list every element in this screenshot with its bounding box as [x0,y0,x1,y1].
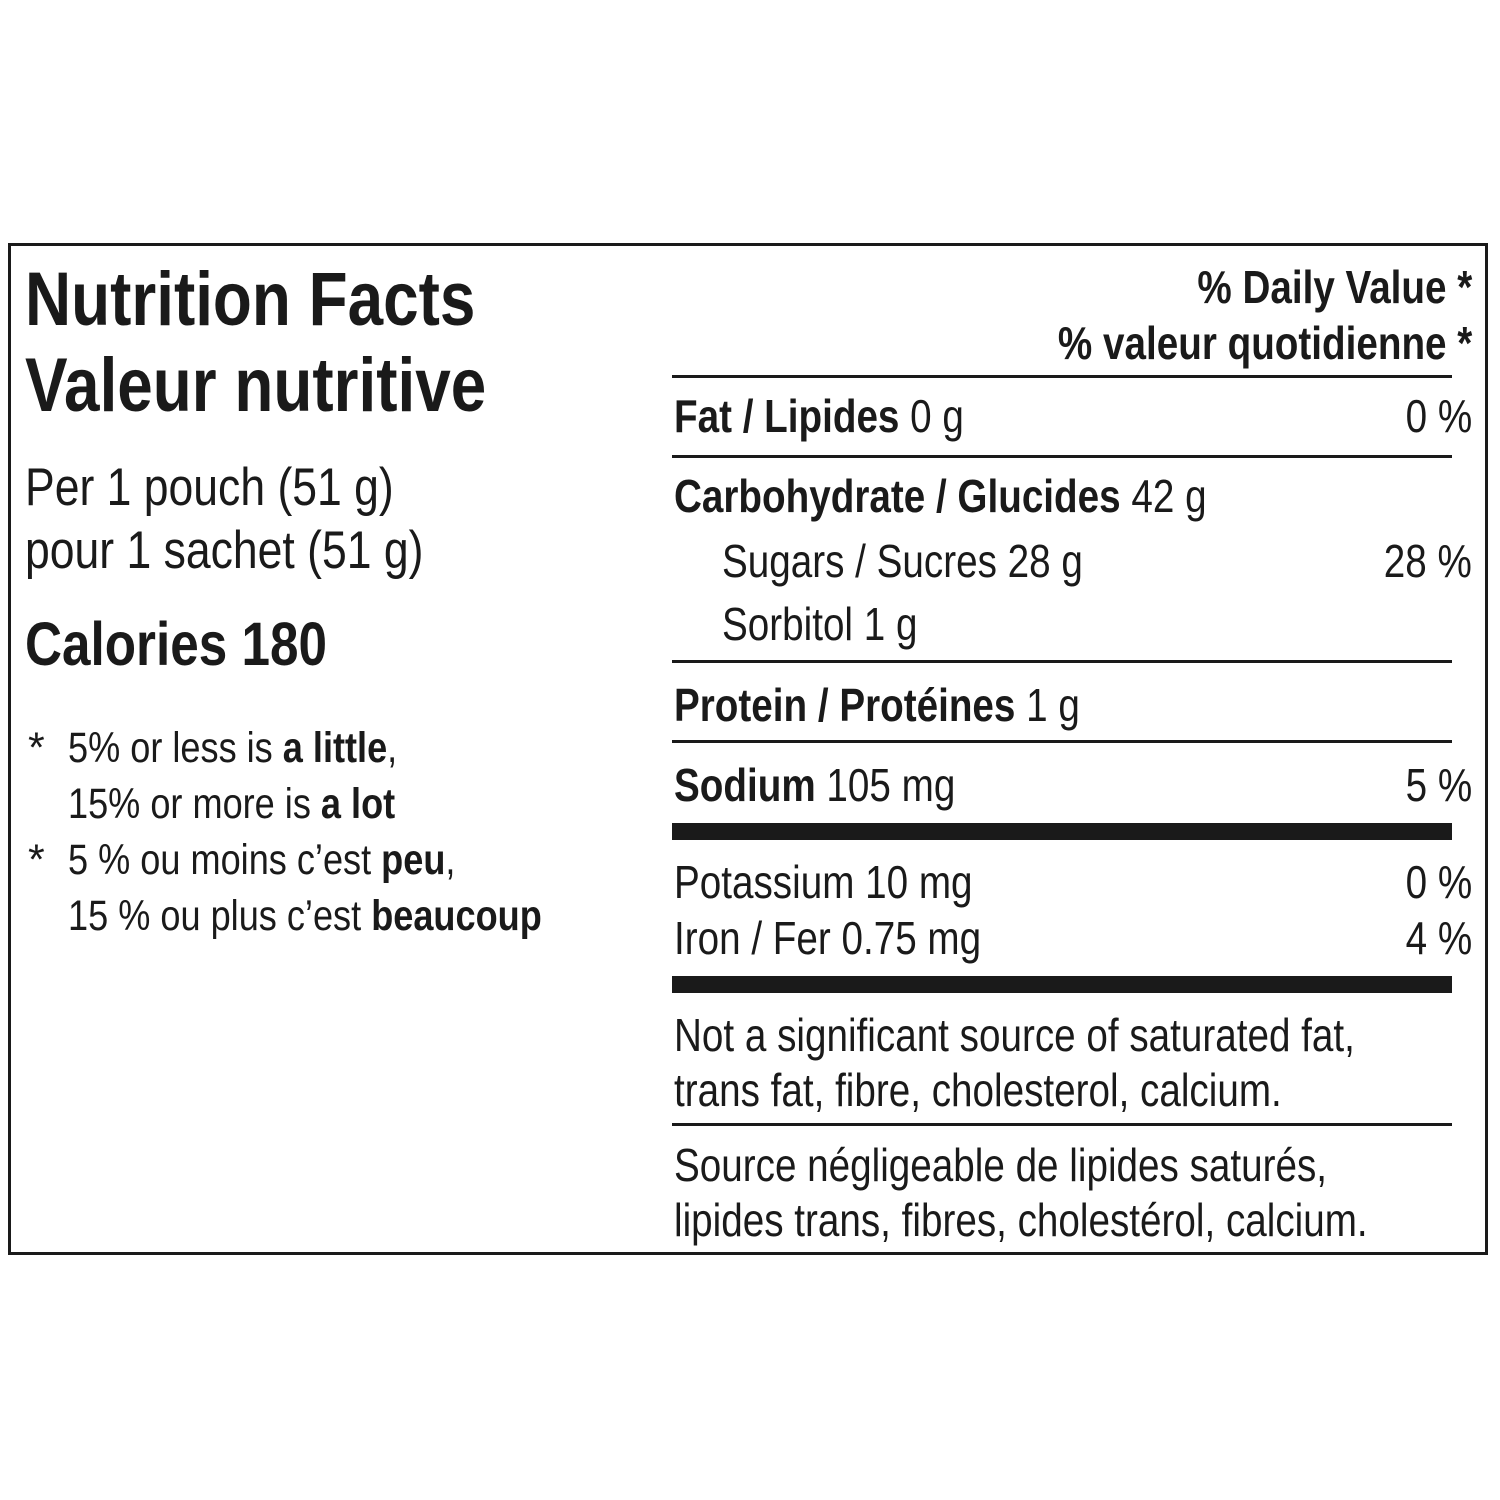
footnote-star-fr: * [28,836,45,884]
nutrient-sugars: Sugars / Sucres 28 g [722,535,1083,587]
daily-value-header-fr: % valeur quotidienne * [1057,317,1472,369]
nutrient-protein: Protein / Protéines 1 g [674,679,1080,731]
thick-divider [672,976,1452,993]
nutrient-iron: Iron / Fer 0.75 mg [674,912,982,964]
serving-size-fr: pour 1 sachet (51 g) [25,521,424,580]
thick-divider [672,823,1452,840]
nutrition-label [8,243,1488,1255]
footnote-fr-line1: 5 % ou moins c’est peu, [68,836,456,884]
nutrient-sodium-dv: 5 % [1405,759,1472,811]
divider [672,660,1452,663]
nutrient-carbohydrate: Carbohydrate / Glucides 42 g [674,470,1207,522]
calories: Calories 180 [25,610,327,678]
nutrient-sodium: Sodium 105 mg [674,759,956,811]
nutrient-sugars-dv: 28 % [1383,535,1472,587]
divider [672,740,1452,743]
divider [672,375,1452,378]
nutrient-potassium-dv: 0 % [1405,856,1472,908]
not-significant-en: Not a significant source of saturated fa… [674,1009,1355,1117]
daily-value-header-en: % Daily Value * [1197,261,1472,313]
footnote-fr-line2: 15 % ou plus c’est beaucoup [68,892,542,940]
divider [672,1123,1452,1126]
nutrient-fat: Fat / Lipides 0 g [674,390,964,442]
serving-size-en: Per 1 pouch (51 g) [25,458,394,517]
nutrient-sorbitol: Sorbitol 1 g [722,598,918,650]
nutrient-fat-dv: 0 % [1405,390,1472,442]
title-en: Nutrition Facts [25,257,476,342]
footnote-en-line2: 15% or more is a lot [68,780,396,828]
title-fr: Valeur nutritive [25,343,487,428]
footnote-star-en: * [28,724,45,772]
nutrient-iron-dv: 4 % [1405,912,1472,964]
not-significant-fr: Source négligeable de lipides saturés, l… [674,1139,1368,1247]
divider [672,455,1452,458]
nutrient-potassium: Potassium 10 mg [674,856,973,908]
footnote-en-line1: 5% or less is a little, [68,724,398,772]
